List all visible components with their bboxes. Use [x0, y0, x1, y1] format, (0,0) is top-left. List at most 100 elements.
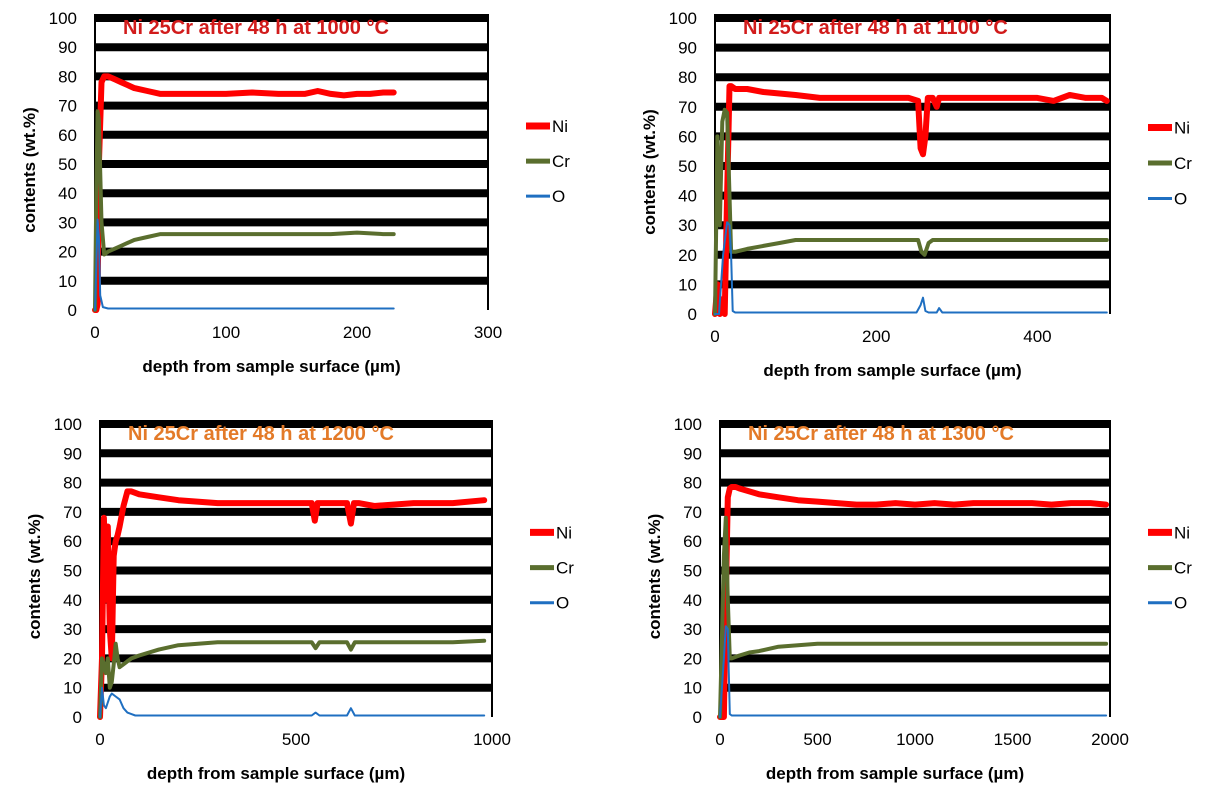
legend-label-cr: Cr: [556, 559, 574, 578]
y-axis-title: contents (wt.%): [25, 514, 44, 640]
y-tick-label: 50: [683, 562, 702, 581]
series-line-ni: [92, 73, 397, 313]
y-tick-label: 20: [683, 649, 702, 668]
x-axis-title: depth from sample surface (µm): [142, 357, 400, 376]
series-line-cr: [713, 107, 1109, 316]
chart-panel-1100C: 0 10 20 30 40 50 60 70 80 90 100 0 200 400 depth from …: [610, 0, 1210, 395]
y-tick-label: 10: [683, 679, 702, 698]
chart-title: Ni 25Cr after 48 h at 1100 °C: [743, 17, 1008, 39]
chart-title: Ni 25Cr after 48 h at 1200 °C: [128, 423, 394, 445]
x-axis-title: depth from sample surface (µm): [763, 361, 1021, 380]
y-tick-label: 40: [63, 591, 82, 610]
x-tick-label: 2000: [1091, 730, 1129, 749]
y-axis-title: contents (wt.%): [640, 109, 659, 235]
y-tick-label: 100: [674, 415, 702, 434]
x-tick-label: 500: [803, 730, 831, 749]
y-tick-label: 50: [63, 562, 82, 581]
y-tick-label: 0: [73, 708, 82, 727]
series-line-o: [714, 221, 1108, 315]
chart-panel-1300C: 0 10 20 30 40 50 60 70 80 90 100 0 500 1000 1500 2000 de…: [610, 408, 1210, 803]
y-tick-label: 10: [63, 679, 82, 698]
y-tick-label: 30: [678, 216, 697, 235]
y-tick-label: 90: [683, 444, 702, 463]
y-tick-label: 80: [683, 474, 702, 493]
legend-label-o: O: [1174, 190, 1187, 209]
series-line-ni: [97, 488, 488, 720]
y-tick-label: 20: [678, 246, 697, 265]
y-tick-label: 50: [58, 155, 77, 174]
y-tick-label: 40: [58, 184, 77, 203]
y-tick-label: 30: [63, 620, 82, 639]
y-tick-label: 40: [683, 591, 702, 610]
chart-panel-1200C: 0 10 20 30 40 50 60 70 80 90 100 0 500 1000 depth from…: [0, 408, 600, 803]
y-tick-label: 100: [669, 9, 697, 28]
chart-title: Ni 25Cr after 48 h at 1000 °C: [123, 17, 389, 39]
chart-panel-1000C: 0 10 20 30 40 50 60 70 80 90 100 0 100 200 300 depth fr…: [0, 0, 600, 395]
y-tick-label: 70: [683, 503, 702, 522]
y-tick-label: 60: [683, 532, 702, 551]
x-tick-label: 1500: [994, 730, 1032, 749]
x-tick-label: 200: [343, 323, 371, 342]
y-tick-label: 10: [58, 272, 77, 291]
y-tick-label: 10: [678, 275, 697, 294]
y-axis-title: contents (wt.%): [20, 107, 39, 233]
legend-label-o: O: [552, 187, 565, 206]
y-tick-label: 0: [693, 708, 702, 727]
legend-label-o: O: [1174, 594, 1187, 613]
y-tick-label: 60: [63, 532, 82, 551]
series-line-cr: [93, 109, 396, 312]
y-tick-label: 0: [688, 305, 697, 324]
legend-label-cr: Cr: [1174, 559, 1192, 578]
y-tick-label: 60: [678, 127, 697, 146]
y-tick-label: 100: [54, 415, 82, 434]
x-tick-label: 100: [212, 323, 240, 342]
y-tick-label: 90: [678, 39, 697, 58]
y-tick-label: 60: [58, 126, 77, 145]
legend-label-ni: Ni: [556, 523, 572, 542]
x-tick-label: 0: [90, 323, 99, 342]
y-tick-label: 20: [58, 243, 77, 262]
series-line-cr: [98, 638, 487, 719]
chart-svg: 0 10 20 30 40 50 60 70 80 90 100 0 100 200 300 depth fr…: [20, 9, 570, 376]
y-tick-label: 100: [49, 9, 77, 28]
y-tick-label: 70: [63, 503, 82, 522]
legend-label-o: O: [556, 594, 569, 613]
y-tick-label: 80: [63, 474, 82, 493]
y-axis-title: contents (wt.%): [645, 514, 664, 640]
y-tick-label: 80: [58, 67, 77, 86]
chart-title: Ni 25Cr after 48 h at 1300 °C: [748, 423, 1014, 445]
y-tick-label: 50: [678, 157, 697, 176]
series-line-o: [719, 625, 1108, 718]
y-tick-label: 30: [683, 620, 702, 639]
x-tick-label: 0: [715, 730, 724, 749]
y-tick-label: 30: [58, 213, 77, 232]
series-line-o: [94, 218, 395, 311]
series-line-ni: [717, 484, 1110, 720]
legend-label-cr: Cr: [1174, 154, 1192, 173]
series-line-o: [99, 686, 486, 718]
y-tick-label: 90: [63, 444, 82, 463]
x-tick-label: 200: [862, 327, 890, 346]
legend-label-ni: Ni: [1174, 523, 1190, 542]
x-tick-label: 0: [95, 730, 104, 749]
y-tick-label: 80: [678, 68, 697, 87]
legend-label-ni: Ni: [1174, 119, 1190, 138]
y-tick-label: 90: [58, 38, 77, 57]
x-tick-label: 300: [474, 323, 502, 342]
x-tick-label: 0: [710, 327, 719, 346]
y-tick-label: 20: [63, 649, 82, 668]
x-tick-label: 1000: [896, 730, 934, 749]
y-tick-label: 40: [678, 187, 697, 206]
y-tick-label: 70: [58, 97, 77, 116]
y-tick-label: 70: [678, 98, 697, 117]
x-axis-title: depth from sample surface (µm): [766, 764, 1024, 783]
x-tick-label: 1000: [473, 730, 511, 749]
x-axis-title: depth from sample surface (µm): [147, 764, 405, 783]
legend-label-cr: Cr: [552, 152, 570, 171]
legend-label-ni: Ni: [552, 117, 568, 136]
x-tick-label: 500: [282, 730, 310, 749]
y-tick-label: 0: [68, 301, 77, 320]
